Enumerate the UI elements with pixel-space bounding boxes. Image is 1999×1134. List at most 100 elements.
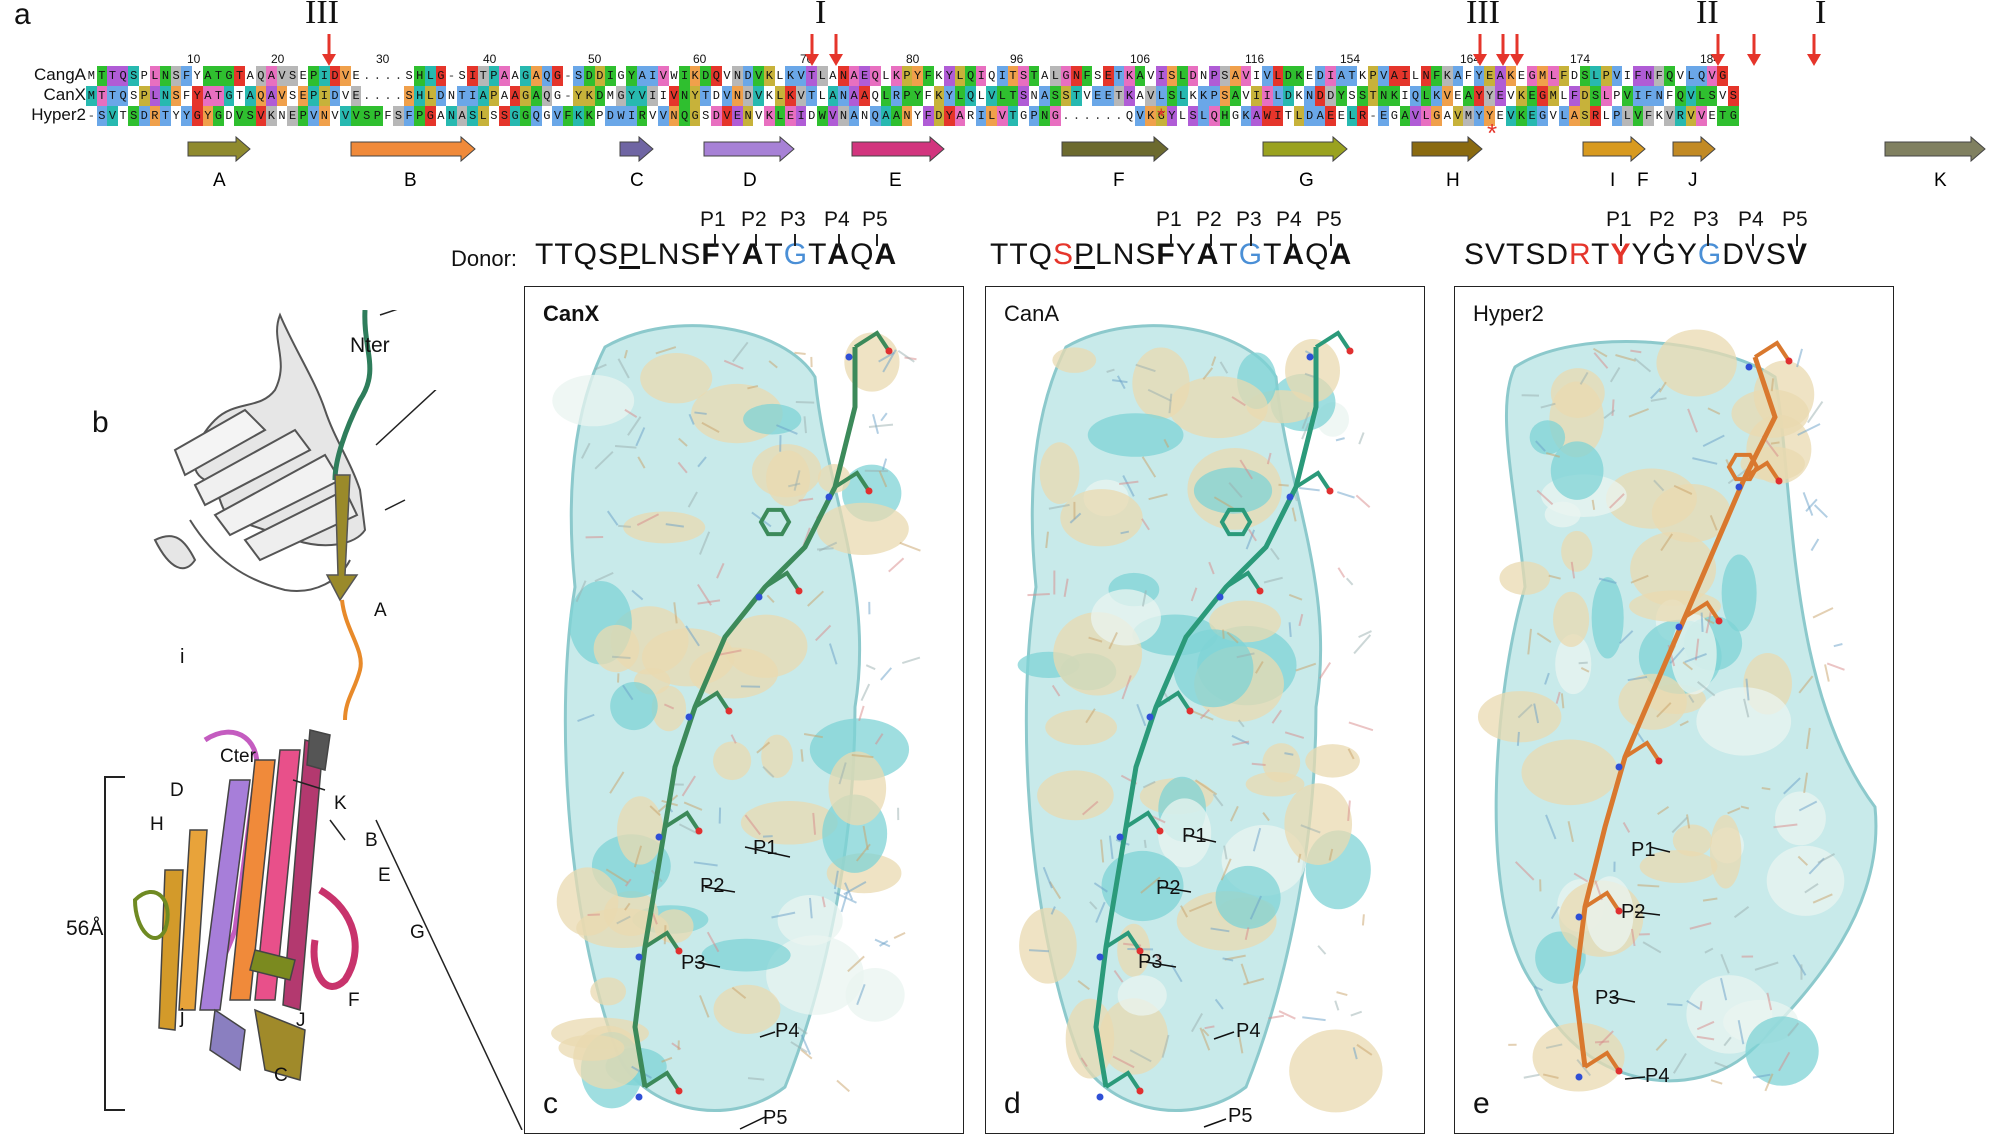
residue: V bbox=[723, 69, 731, 83]
residue: V bbox=[658, 66, 669, 86]
residue: Q bbox=[711, 66, 722, 86]
residue: D bbox=[138, 106, 150, 126]
residue: K bbox=[1516, 106, 1527, 126]
residue: S bbox=[1706, 86, 1718, 106]
residue: N bbox=[1039, 106, 1051, 126]
residue: P bbox=[488, 86, 500, 106]
position-tick-mark bbox=[1250, 234, 1252, 246]
residue: S bbox=[573, 66, 584, 86]
region-numeral: I bbox=[1815, 0, 1827, 31]
residue: T bbox=[700, 86, 712, 106]
strand-arrow bbox=[703, 135, 795, 163]
red-arrow-icon bbox=[1473, 34, 1487, 66]
residue: N bbox=[319, 106, 330, 126]
residue: K bbox=[1145, 106, 1156, 126]
residue: G bbox=[1526, 66, 1538, 86]
residue: F bbox=[1643, 86, 1654, 106]
residue: T bbox=[806, 66, 817, 86]
residue: I bbox=[647, 86, 659, 106]
residue: N bbox=[278, 109, 286, 123]
residue: L bbox=[1685, 66, 1697, 86]
residue: A bbox=[859, 86, 870, 106]
residue: G bbox=[1060, 66, 1072, 86]
residue: G bbox=[223, 66, 235, 86]
position-tick: 30 bbox=[376, 52, 390, 66]
residue: L bbox=[477, 106, 489, 126]
residue: G bbox=[553, 89, 562, 103]
strand-name: E bbox=[889, 170, 902, 191]
strand-arrow bbox=[851, 135, 945, 163]
residue: S bbox=[702, 109, 710, 123]
donor-residue: P bbox=[619, 238, 641, 271]
donor-residue: S bbox=[1765, 238, 1787, 271]
residue: I bbox=[467, 86, 478, 106]
donor-residue: Y bbox=[1610, 238, 1632, 271]
donor-residue: T bbox=[1506, 238, 1526, 271]
donor-residue: V bbox=[1786, 238, 1808, 271]
residue: . bbox=[373, 69, 381, 83]
position-tick-mark bbox=[876, 234, 878, 246]
residue: Q bbox=[869, 106, 881, 126]
residue: N bbox=[732, 66, 743, 86]
residue: G bbox=[552, 66, 563, 86]
residue: G bbox=[1390, 109, 1398, 123]
residue: D bbox=[1314, 86, 1326, 106]
residue: I bbox=[1155, 66, 1167, 86]
residue: A bbox=[1134, 66, 1146, 86]
residue: D bbox=[933, 106, 945, 126]
residue: K bbox=[1124, 86, 1135, 106]
residue: E bbox=[1708, 109, 1716, 123]
residue: P bbox=[138, 86, 150, 106]
region-numeral: II bbox=[1696, 0, 1719, 31]
residue: D bbox=[808, 109, 816, 123]
residue: V bbox=[331, 109, 339, 123]
residue: S bbox=[170, 86, 182, 106]
residue: E bbox=[1496, 109, 1504, 123]
red-arrow-icon bbox=[1711, 34, 1725, 66]
residue: S bbox=[170, 66, 182, 86]
residue: K bbox=[1655, 109, 1663, 123]
residue: I bbox=[1261, 86, 1273, 106]
residue: E bbox=[1517, 69, 1526, 83]
residue: V bbox=[1685, 106, 1697, 126]
pocket-position-label: P3 bbox=[1236, 208, 1262, 231]
residue: G bbox=[1717, 66, 1729, 86]
donor-residue: T bbox=[990, 238, 1010, 271]
residue: Y bbox=[944, 86, 955, 106]
residue: P bbox=[1613, 89, 1621, 103]
pocket-position-label: P5 bbox=[862, 208, 888, 231]
position-tick-mark bbox=[1752, 234, 1754, 246]
residue: S bbox=[130, 89, 138, 103]
residue: D bbox=[1325, 86, 1337, 106]
residue: I bbox=[647, 66, 659, 86]
position-tick: 10 bbox=[187, 52, 201, 66]
residue: Q bbox=[965, 86, 976, 106]
residue: Y bbox=[944, 66, 955, 86]
residue: A bbox=[456, 106, 468, 126]
residue: S bbox=[287, 66, 298, 86]
residue: N bbox=[1420, 66, 1432, 86]
residue: K bbox=[1516, 86, 1527, 106]
donor-residue: N bbox=[657, 238, 681, 271]
residue: Q bbox=[1675, 86, 1686, 106]
residue: I bbox=[1399, 66, 1411, 86]
residue: D bbox=[1304, 106, 1315, 126]
residue: Q bbox=[117, 86, 129, 106]
residue: P bbox=[297, 106, 309, 126]
residue: V bbox=[1719, 89, 1727, 103]
residue: E bbox=[1103, 66, 1114, 86]
residue: A bbox=[1230, 66, 1241, 86]
residue: M bbox=[87, 69, 95, 83]
residue: A bbox=[202, 86, 214, 106]
residue: E bbox=[287, 106, 298, 126]
residue: W bbox=[615, 106, 627, 126]
residue: L bbox=[149, 86, 161, 106]
residue: K bbox=[891, 66, 902, 86]
residue: V bbox=[1676, 69, 1684, 83]
panel-title-canga: CanA bbox=[1004, 301, 1060, 326]
residue: L bbox=[1177, 66, 1188, 86]
position-tick-mark bbox=[838, 234, 840, 246]
panel-letter-b: b bbox=[92, 406, 109, 439]
residue: I bbox=[1272, 106, 1284, 126]
donor-residue: Y bbox=[1631, 238, 1653, 271]
